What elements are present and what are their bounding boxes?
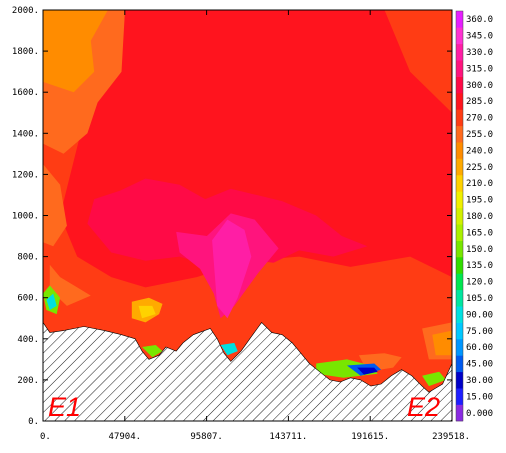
colorbar-swatch — [456, 27, 463, 45]
low-value-patch-7 — [422, 371, 446, 387]
colorbar-frame — [455, 10, 464, 422]
colorbar-label: 360.0 — [466, 15, 493, 25]
y-tick-label: 400. — [17, 335, 39, 345]
endpoint-label-right: E2 — [407, 392, 440, 422]
low-value-patch-3 — [220, 342, 238, 356]
colorbar-swatch — [456, 93, 463, 110]
colorbar-swatch — [456, 224, 463, 241]
colorbar-swatch — [456, 60, 463, 77]
x-tick-label: 143711. — [269, 432, 307, 442]
y-tick-label: 1600. — [12, 88, 39, 98]
colorbar-label: 225.0 — [466, 163, 493, 173]
colorbar-label: 120.0 — [466, 278, 493, 288]
low-value-patch-1 — [46, 293, 57, 310]
y-tick-label: 1800. — [12, 47, 39, 57]
colorbar-swatch — [456, 257, 463, 274]
colorbar-label: 0.000 — [466, 409, 493, 419]
colorbar-swatch — [456, 142, 463, 159]
colorbar-swatch — [456, 306, 463, 323]
y-tick-label: 0. — [28, 417, 39, 427]
colorbar: 0.000 15.00 30.00 45.00 60.00 75.00 90.00 105.0… — [455, 10, 493, 422]
colorbar-label: 210.0 — [466, 179, 493, 189]
x-tick-label: 239518. — [432, 432, 470, 442]
colorbar-label: 270.0 — [466, 114, 493, 124]
colorbar-swatch — [456, 273, 463, 291]
colorbar-swatch — [456, 191, 463, 209]
field-region-10 — [138, 305, 156, 319]
y-tick-label: 2000. — [12, 6, 39, 16]
colorbar-swatch — [456, 109, 463, 127]
colorbar-swatch — [456, 404, 463, 422]
terrain-hatch — [43, 321, 452, 421]
colorbar-label: 75.00 — [466, 327, 493, 337]
colorbar-swatch — [456, 339, 463, 356]
colorbar-label: 300.0 — [466, 81, 493, 91]
y-tick-label: 200. — [17, 376, 39, 386]
colorbar-label: 315.0 — [466, 64, 493, 74]
low-value-patch-2 — [142, 345, 163, 358]
colorbar-swatch — [456, 175, 463, 192]
x-tick-label: 47904. — [109, 432, 142, 442]
colorbar-swatch — [456, 125, 463, 143]
y-tick-label: 1400. — [12, 129, 39, 139]
low-value-patch-6 — [357, 367, 378, 375]
colorbar-swatch — [456, 388, 463, 405]
y-tick-label: 1200. — [12, 170, 39, 180]
colorbar-swatch — [456, 207, 463, 225]
colorbar-label: 195.0 — [466, 196, 493, 206]
colorbar-swatch — [456, 158, 463, 176]
colorbar-label: 90.00 — [466, 310, 493, 320]
colorbar-label: 150.0 — [466, 245, 493, 255]
field-region-4 — [43, 164, 67, 247]
colorbar-label: 345.0 — [466, 32, 493, 42]
field-region-7 — [212, 219, 252, 319]
colorbar-swatch — [456, 240, 463, 258]
colorbar-swatch — [456, 322, 463, 340]
field-region-13 — [432, 330, 452, 356]
colorbar-swatch — [456, 43, 463, 61]
axis-ticks: 0. 200. 400. 600. 800. 1000. 1200. 1400. 1600. 18… — [12, 6, 470, 442]
colorbar-label: 180.0 — [466, 212, 493, 222]
colorbar-label: 240.0 — [466, 146, 493, 156]
colorbar-label: 135.0 — [466, 261, 493, 271]
y-tick-label: 600. — [17, 294, 39, 304]
colorbar-label: 15.00 — [466, 392, 493, 402]
colorbar-label: 105.0 — [466, 294, 493, 304]
y-tick-label: 800. — [17, 253, 39, 263]
colorbar-swatch — [456, 11, 463, 28]
field-region-8 — [49, 264, 91, 306]
x-tick-label: 191615. — [351, 432, 389, 442]
colorbar-swatch — [456, 289, 463, 307]
colorbar-label: 255.0 — [466, 130, 493, 140]
x-tick-label: 95807. — [190, 432, 223, 442]
plot-area — [43, 10, 452, 421]
colorbar-label: 285.0 — [466, 97, 493, 107]
colorbar-label: 30.00 — [466, 376, 493, 386]
colorbar-swatch — [456, 76, 463, 94]
colorbar-swatch — [456, 371, 463, 389]
colorbar-swatch — [456, 355, 463, 373]
y-tick-label: 1000. — [12, 212, 39, 222]
colorbar-label: 60.00 — [466, 343, 493, 353]
colorbar-label: 330.0 — [466, 48, 493, 58]
colorbar-label: 165.0 — [466, 228, 493, 238]
field-region-3 — [43, 10, 108, 93]
endpoint-label-left: E1 — [48, 392, 81, 422]
colorbar-label: 45.00 — [466, 360, 493, 370]
x-tick-label: 0. — [40, 432, 51, 442]
